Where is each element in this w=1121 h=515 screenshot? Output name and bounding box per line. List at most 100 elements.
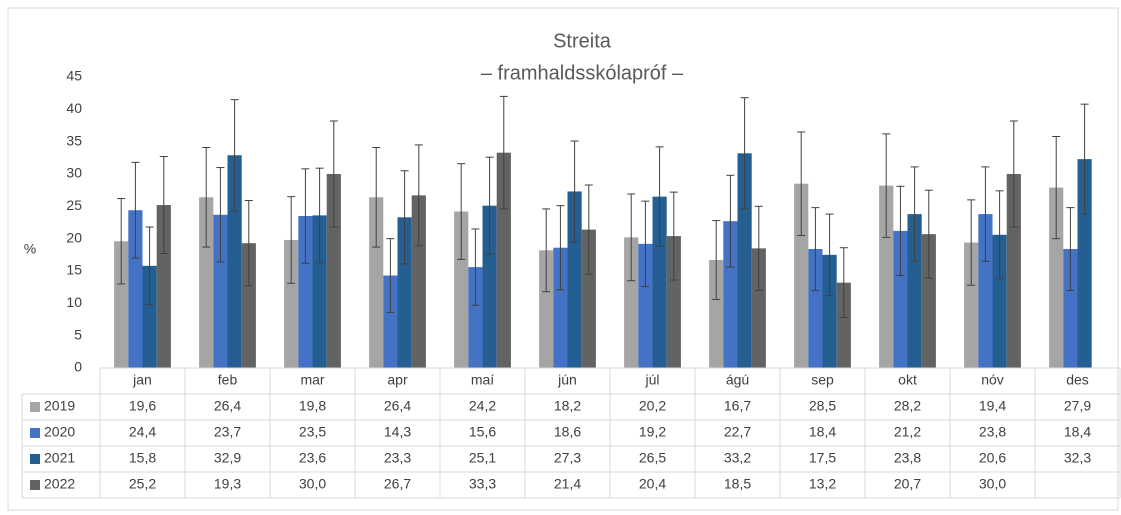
- y-axis-label: %: [24, 241, 36, 257]
- table-value: 27,9: [1064, 398, 1091, 414]
- bar: [454, 211, 469, 368]
- bar: [128, 210, 143, 368]
- error-bar: [457, 163, 466, 260]
- x-tick-label: apr: [387, 372, 408, 388]
- bar: [199, 197, 214, 368]
- table-value: 23,6: [299, 450, 326, 466]
- x-tick-label: nóv: [981, 372, 1004, 388]
- table-value: 20,2: [639, 398, 666, 414]
- table-value: 23,3: [384, 450, 411, 466]
- error-bar: [924, 189, 933, 279]
- error-bar: [386, 238, 395, 313]
- chart-subtitle: – framhaldsskólapróf –: [481, 62, 684, 84]
- error-bar: [754, 205, 763, 291]
- error-bar: [1080, 103, 1089, 215]
- bar: [808, 249, 823, 368]
- error-bar: [655, 146, 664, 247]
- bar: [893, 230, 908, 368]
- bar: [227, 155, 242, 368]
- error-bar: [1052, 135, 1061, 240]
- error-bar: [839, 247, 848, 319]
- table-value: 32,9: [214, 450, 241, 466]
- bar: [666, 236, 681, 368]
- error-bar: [995, 190, 1004, 280]
- bar: [539, 250, 554, 368]
- error-bar: [414, 144, 423, 247]
- y-tick-label: 40: [66, 100, 82, 116]
- bar: [411, 195, 426, 368]
- bar: [964, 242, 979, 368]
- error-bar: [145, 226, 154, 306]
- bar: [241, 243, 256, 368]
- bar: [836, 282, 851, 368]
- error-bar: [910, 166, 919, 262]
- table-value: 30,0: [299, 476, 326, 492]
- bar: [397, 217, 412, 368]
- bar: [794, 183, 809, 368]
- table-value: 23,8: [894, 450, 921, 466]
- legend-key: [30, 428, 40, 438]
- table-value: 14,3: [384, 424, 411, 440]
- bar: [652, 196, 667, 368]
- error-bar: [131, 161, 140, 259]
- bar: [751, 248, 766, 368]
- table-value: 26,5: [639, 450, 666, 466]
- table-value: 28,5: [809, 398, 836, 414]
- error-bar: [202, 146, 211, 248]
- table-value: 30,0: [979, 476, 1006, 492]
- error-bar: [896, 185, 905, 277]
- table-value: 18,5: [724, 476, 751, 492]
- bar: [326, 174, 341, 368]
- table-value: 21,4: [554, 476, 581, 492]
- error-bar: [159, 156, 168, 255]
- table-value: 19,2: [639, 424, 666, 440]
- error-bar: [542, 208, 551, 293]
- error-bar: [740, 97, 749, 210]
- table-value: 20,4: [639, 476, 666, 492]
- x-tick-label: júl: [644, 372, 659, 388]
- error-bar: [244, 200, 253, 287]
- bar: [921, 234, 936, 368]
- table-value: 24,2: [469, 398, 496, 414]
- x-tick-label: feb: [218, 372, 238, 388]
- table-value: 18,6: [554, 424, 581, 440]
- legend-key: [30, 454, 40, 464]
- error-bar: [216, 167, 225, 263]
- bar: [638, 243, 653, 368]
- error-bar: [882, 133, 891, 238]
- error-bar: [797, 131, 806, 236]
- x-tick-label: mar: [300, 372, 324, 388]
- table-value: 24,4: [129, 424, 156, 440]
- x-tick-label: ágú: [726, 372, 749, 388]
- bar: [1063, 249, 1078, 368]
- table-value: 33,3: [469, 476, 496, 492]
- error-bar: [329, 120, 338, 228]
- error-bar: [1009, 120, 1018, 228]
- bar: [156, 205, 171, 368]
- legend-key: [30, 402, 40, 412]
- bar: [553, 247, 568, 368]
- error-bar: [726, 174, 735, 268]
- bar: [737, 153, 752, 368]
- table-value: 19,6: [129, 398, 156, 414]
- y-tick-label: 15: [66, 262, 82, 278]
- bar: [496, 152, 511, 368]
- error-bar: [556, 205, 565, 291]
- bar: [581, 229, 596, 368]
- legend-label: 2022: [44, 476, 75, 492]
- table-value: 20,7: [894, 476, 921, 492]
- table-value: 28,2: [894, 398, 921, 414]
- table-value: 15,6: [469, 424, 496, 440]
- legend-key: [30, 480, 40, 490]
- error-bar: [712, 220, 721, 300]
- legend-label: 2019: [44, 398, 75, 414]
- bar: [978, 214, 993, 368]
- table-value: 18,4: [1064, 424, 1091, 440]
- table-value: 18,2: [554, 398, 581, 414]
- error-bar: [641, 200, 650, 288]
- bar: [383, 275, 398, 368]
- table-value: 26,7: [384, 476, 411, 492]
- bar: [907, 214, 922, 368]
- error-bar: [584, 184, 593, 275]
